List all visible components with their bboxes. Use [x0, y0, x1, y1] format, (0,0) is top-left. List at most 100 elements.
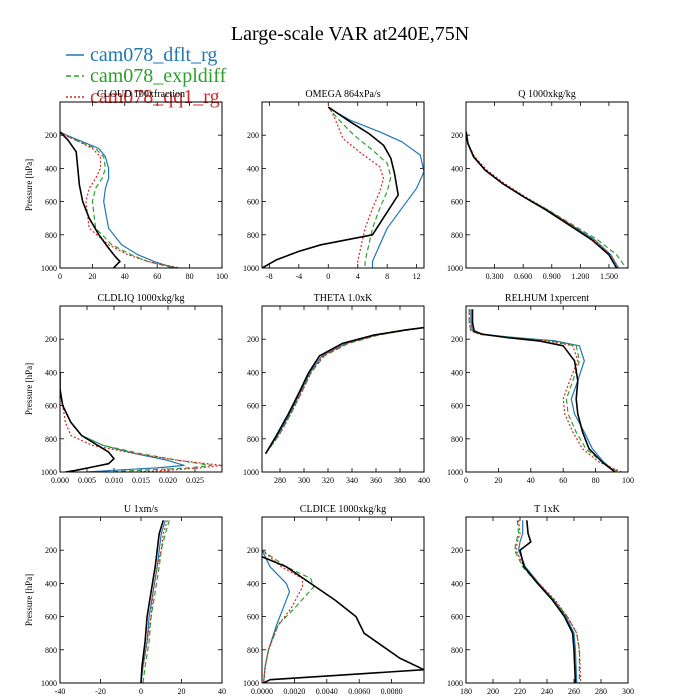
x-tick-label: 0.600: [514, 272, 532, 281]
y-tick-label: 200: [45, 335, 57, 344]
series-line-cam078-qq1-rg: [466, 131, 620, 268]
series-line-cam078-dflt-rg: [470, 309, 616, 472]
x-tick-label: 60: [153, 272, 161, 281]
series-line-cam078-expldiff: [60, 372, 212, 472]
y-axis-label: Pressure [hPa]: [24, 574, 34, 626]
y-tick-label: 200: [451, 131, 463, 140]
series-line-cam078-qq1-rg: [262, 549, 304, 683]
x-tick-label: 220: [514, 687, 526, 696]
x-tick-label: 0.020: [159, 476, 177, 485]
y-tick-label: 1000: [447, 468, 463, 477]
x-tick-label: 0.005: [78, 476, 96, 485]
y-tick-label: 400: [247, 368, 259, 377]
series-line-cam078-dflt-rg: [327, 106, 424, 268]
y-tick-label: 200: [451, 546, 463, 555]
x-tick-label: 300: [622, 687, 634, 696]
x-tick-label: 40: [527, 476, 535, 485]
series-line-cam078-expldiff: [327, 106, 392, 268]
y-tick-label: 200: [451, 335, 463, 344]
y-tick-label: 1000: [41, 679, 57, 688]
panel-title: CLDLIQ 1000xkg/kg: [98, 293, 185, 304]
y-tick-label: 600: [247, 198, 259, 207]
series-line-control: [466, 131, 618, 268]
series-line-control: [60, 131, 121, 268]
x-tick-label: 4: [356, 272, 360, 281]
panel-title: CLDICE 1000xkg/kg: [300, 504, 386, 515]
y-tick-label: 600: [45, 198, 57, 207]
y-tick-label: 800: [247, 231, 259, 240]
x-tick-label: 0: [326, 272, 330, 281]
x-tick-label: 280: [595, 687, 607, 696]
plot-frame: [261, 305, 425, 473]
y-tick-label: 600: [247, 402, 259, 411]
y-axis-label: Pressure [hPa]: [24, 159, 34, 211]
y-tick-label: 400: [45, 368, 57, 377]
series-line-cam078-expldiff: [265, 327, 424, 455]
x-tick-label: 80: [186, 272, 194, 281]
series-line-cam078-dflt-rg: [265, 327, 424, 455]
x-tick-label: 40: [121, 272, 129, 281]
panel-title: RELHUM 1xpercent: [505, 293, 589, 304]
x-tick-label: 60: [559, 476, 567, 485]
chart-panel-6: U 1xm/s 200 400 600 800 1000-40 -20 0 20 40 Pressu…: [24, 504, 226, 696]
x-tick-label: 240: [541, 687, 553, 696]
chart-panel-2: Q 1000xkg/kg 200 400 600 800 1000 0.300 0.600 0.…: [447, 89, 629, 281]
x-tick-label: 260: [568, 687, 580, 696]
plot-frame: [261, 101, 425, 269]
series-line-cam078-qq1-rg: [140, 520, 168, 683]
series-line-cam078-qq1-rg: [515, 520, 582, 683]
y-tick-label: 400: [45, 164, 57, 173]
series-line-cam078-dflt-rg: [517, 520, 578, 683]
series-line-cam078-qq1-rg: [468, 309, 622, 472]
series-line-cam078-dflt-rg: [60, 372, 185, 472]
y-tick-label: 200: [247, 335, 259, 344]
x-tick-label: 0.900: [543, 272, 561, 281]
y-tick-label: 400: [451, 164, 463, 173]
y-tick-label: 600: [451, 402, 463, 411]
x-tick-label: 320: [322, 476, 334, 485]
plot-frame: [465, 305, 629, 473]
plot-frame: [59, 305, 223, 473]
x-tick-label: 0.010: [105, 476, 123, 485]
chart-panel-4: THETA 1.0xK 200 400 600 800 1000 280 300 320 340 3…: [243, 293, 430, 485]
x-tick-label: 400: [418, 476, 430, 485]
y-tick-label: 400: [451, 579, 463, 588]
x-tick-label: 1.200: [571, 272, 589, 281]
y-tick-label: 800: [45, 231, 57, 240]
y-tick-label: 200: [45, 131, 57, 140]
y-tick-label: 1000: [243, 468, 259, 477]
x-tick-label: 0.0000: [251, 687, 273, 696]
x-tick-label: -4: [295, 272, 302, 281]
y-tick-label: 600: [451, 198, 463, 207]
series-line-control: [471, 309, 616, 472]
plot-frame: [59, 101, 223, 269]
series-line-cam078-expldiff: [60, 131, 174, 268]
y-tick-label: 1000: [243, 679, 259, 688]
x-tick-label: 100: [216, 272, 228, 281]
y-tick-label: 1000: [447, 679, 463, 688]
x-tick-label: 80: [592, 476, 600, 485]
series-line-cam078-qq1-rg: [60, 372, 222, 472]
y-tick-label: 800: [45, 435, 57, 444]
series-line-cam078-expldiff: [142, 520, 170, 683]
y-tick-label: 600: [247, 613, 259, 622]
x-tick-label: 0.0060: [348, 687, 370, 696]
y-tick-label: 600: [45, 613, 57, 622]
series-line-cam078-qq1-rg: [327, 106, 385, 268]
y-tick-label: 800: [45, 646, 57, 655]
panel-title: U 1xm/s: [124, 504, 158, 515]
x-tick-label: 380: [394, 476, 406, 485]
plot-frame: [261, 516, 425, 684]
plot-frame: [59, 516, 223, 684]
legend-label-dflt: cam078_dflt_rg: [90, 44, 217, 66]
panel-title: Q 1000xkg/kg: [518, 89, 576, 100]
x-tick-label: 0.000: [51, 476, 69, 485]
series-line-cam078-expldiff: [466, 131, 627, 268]
x-tick-label: 40: [218, 687, 226, 696]
y-tick-label: 400: [45, 579, 57, 588]
